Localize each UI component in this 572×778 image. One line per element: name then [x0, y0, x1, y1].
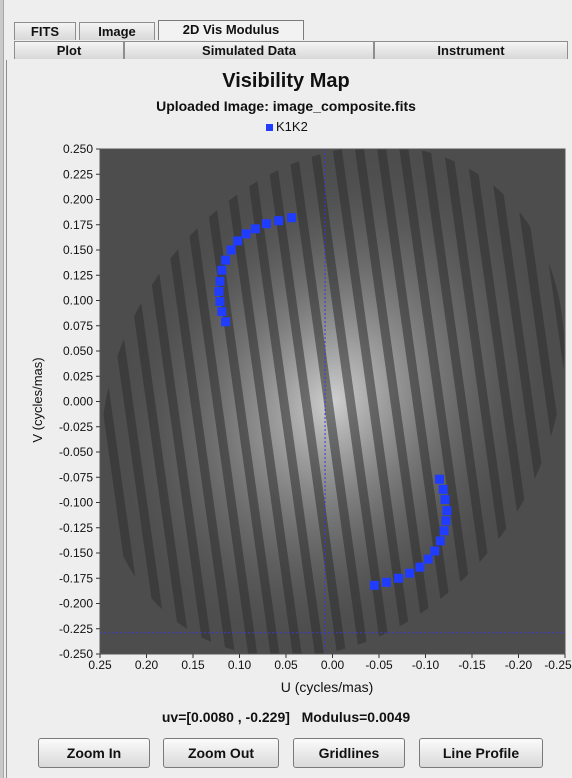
- data-point: [287, 213, 297, 223]
- y-tick-label: -0.150: [59, 546, 93, 560]
- y-tick-label: -0.225: [59, 622, 93, 636]
- x-tick-label: -0.25: [544, 658, 572, 672]
- data-point: [430, 546, 440, 556]
- tab-simulated-data[interactable]: Simulated Data: [124, 41, 374, 59]
- data-point: [221, 317, 231, 327]
- data-point: [261, 219, 271, 229]
- tab-label: Instrument: [437, 43, 505, 58]
- data-point: [442, 506, 452, 516]
- data-point: [217, 265, 227, 275]
- y-tick-label: 0.100: [63, 294, 93, 308]
- y-tick-label: 0.250: [63, 142, 93, 156]
- data-point: [423, 554, 433, 564]
- y-tick-label: 0.225: [63, 167, 93, 181]
- y-tick-label: -0.075: [59, 470, 93, 484]
- x-tick-label: -0.15: [458, 658, 486, 672]
- chart-subtitle: Uploaded Image: image_composite.fits: [156, 98, 416, 114]
- zoom-in-button[interactable]: Zoom In: [38, 738, 150, 768]
- data-point: [441, 516, 451, 526]
- data-point: [438, 484, 448, 494]
- y-tick-label: -0.025: [59, 420, 93, 434]
- tab-label: FITS: [30, 24, 60, 39]
- data-point: [274, 216, 284, 226]
- data-point: [415, 562, 425, 572]
- x-tick-label: 0.15: [181, 658, 205, 672]
- y-tick-label: -0.050: [59, 445, 93, 459]
- x-tick-label: 0.05: [274, 658, 298, 672]
- y-tick-label: 0.200: [63, 193, 93, 207]
- data-point: [217, 307, 227, 317]
- data-point: [226, 245, 236, 255]
- modulus-readout: Modulus=0.0049: [301, 709, 411, 725]
- tab-2d-vis-modulus[interactable]: 2D Vis Modulus: [158, 20, 304, 40]
- data-point: [233, 236, 243, 246]
- legend-swatch: [266, 124, 273, 131]
- x-tick-label: 0.10: [228, 658, 252, 672]
- tab-label: Simulated Data: [202, 43, 296, 58]
- tab-label: 2D Vis Modulus: [182, 22, 280, 37]
- data-point: [381, 577, 391, 587]
- data-point: [215, 297, 225, 307]
- status-readout: uv=[0.0080 , -0.229] Modulus=0.0049: [0, 709, 572, 725]
- y-tick-label: 0.050: [63, 344, 93, 358]
- y-tick-label: -0.100: [59, 496, 93, 510]
- tab-fits[interactable]: FITS: [14, 22, 76, 40]
- x-tick-label: -0.10: [412, 658, 440, 672]
- zoom-out-button[interactable]: Zoom Out: [163, 738, 279, 768]
- x-tick-label: 0.25: [88, 658, 112, 672]
- y-tick-label: 0.150: [63, 243, 93, 257]
- x-tick-label: -0.05: [365, 658, 393, 672]
- data-point: [369, 580, 379, 590]
- gridlines-button[interactable]: Gridlines: [293, 738, 405, 768]
- tab-image[interactable]: Image: [79, 22, 155, 40]
- y-tick-label: 0.125: [63, 268, 93, 282]
- tab-plot[interactable]: Plot: [14, 41, 124, 59]
- y-tick-label: -0.200: [59, 597, 93, 611]
- x-axis-ticks: 0.25 0.20 0.15 0.10 0.05 0.00 -0.05 -0.10 -0.15 -…: [88, 654, 572, 672]
- tab-label: Plot: [56, 43, 82, 58]
- x-tick-label: 0.00: [321, 658, 345, 672]
- y-tick-label: 0.175: [63, 218, 93, 232]
- data-point: [435, 536, 445, 546]
- y-tick-label: -0.175: [59, 571, 93, 585]
- x-tick-label: -0.20: [505, 658, 533, 672]
- y-tick-label: 0.075: [63, 319, 93, 333]
- data-point: [405, 568, 415, 578]
- window-left-border: [0, 0, 4, 778]
- tab-label: Image: [98, 24, 136, 39]
- visibility-map-chart[interactable]: K1K2 0.2500.2250.2000.1750.1500.1250.100…: [0, 0, 572, 710]
- data-point: [434, 474, 444, 484]
- plot-area[interactable]: [7, 59, 572, 710]
- y-tick-label: 0.000: [63, 395, 93, 409]
- line-profile-button[interactable]: Line Profile: [419, 738, 543, 768]
- uv-readout: uv=[0.0080 , -0.229]: [161, 709, 290, 725]
- data-point: [215, 276, 225, 286]
- legend: K1K2: [266, 119, 308, 134]
- y-tick-label: -0.250: [59, 647, 93, 661]
- data-point: [440, 494, 450, 504]
- y-tick-label: 0.025: [63, 369, 93, 383]
- y-tick-label: -0.125: [59, 521, 93, 535]
- data-point: [250, 224, 260, 234]
- y-axis-label: V (cycles/mas): [30, 357, 45, 442]
- legend-label: K1K2: [276, 119, 308, 134]
- x-tick-label: 0.20: [135, 658, 159, 672]
- chart-title: Visibility Map: [222, 70, 350, 92]
- y-axis-ticks: 0.250 0.225 0.200 0.175 0.150 0.125 0.100 0.075…: [59, 142, 100, 661]
- data-point: [439, 526, 449, 536]
- x-axis-label: U (cycles/mas): [281, 679, 374, 695]
- data-point: [394, 573, 404, 583]
- data-point: [214, 286, 224, 296]
- data-point: [221, 255, 231, 265]
- tab-instrument[interactable]: Instrument: [374, 41, 568, 59]
- data-point: [241, 229, 251, 239]
